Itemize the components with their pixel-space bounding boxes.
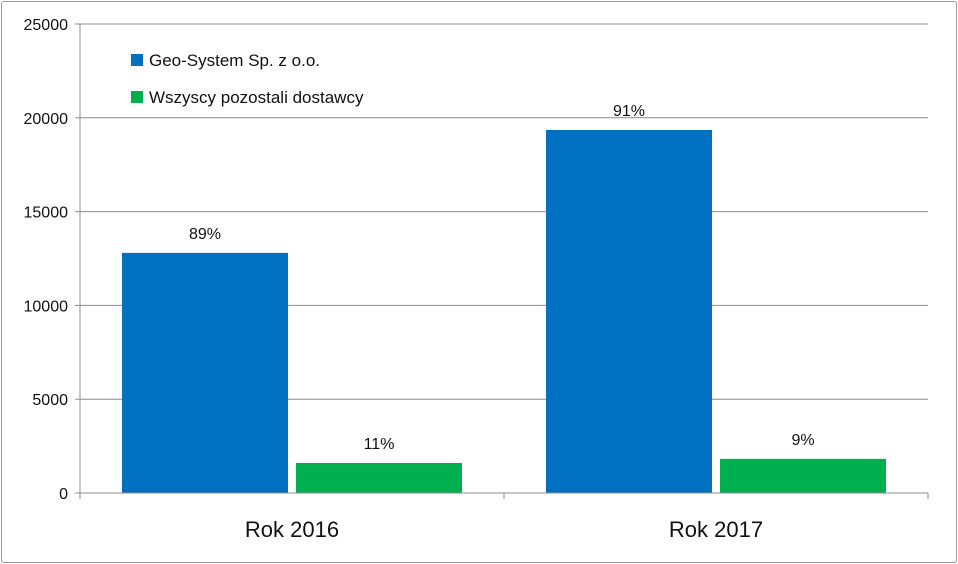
x-category-label: Rok 2017 xyxy=(669,517,763,542)
data-label: 11% xyxy=(364,436,395,453)
y-tick-label: 25000 xyxy=(24,17,69,34)
data-labels: 89% 11% 91% 9% xyxy=(189,103,815,453)
y-tick-label: 10000 xyxy=(24,298,69,315)
bar xyxy=(122,252,288,493)
y-tick-label: 0 xyxy=(59,486,68,503)
y-tick-label: 20000 xyxy=(24,111,69,128)
data-label: 91% xyxy=(613,103,645,120)
y-tick-label: 15000 xyxy=(24,205,69,222)
legend-swatch xyxy=(131,54,143,66)
y-tick-label: 5000 xyxy=(32,392,68,409)
bar xyxy=(296,462,462,493)
legend: Geo-System Sp. z o.o. Wszyscy pozostali d… xyxy=(131,51,364,107)
bar xyxy=(546,129,712,493)
y-axis-ticks: 0 5000 10000 15000 20000 25000 xyxy=(24,17,80,503)
bars xyxy=(122,129,886,493)
data-label: 89% xyxy=(189,226,221,243)
legend-label: Geo-System Sp. z o.o. xyxy=(149,51,320,70)
x-axis: Rok 2016 Rok 2017 xyxy=(79,24,929,542)
legend-label: Wszyscy pozostali dostawcy xyxy=(149,88,364,107)
bar xyxy=(720,458,886,493)
data-label: 9% xyxy=(791,432,814,449)
x-category-label: Rok 2016 xyxy=(245,517,339,542)
legend-swatch xyxy=(131,91,143,103)
